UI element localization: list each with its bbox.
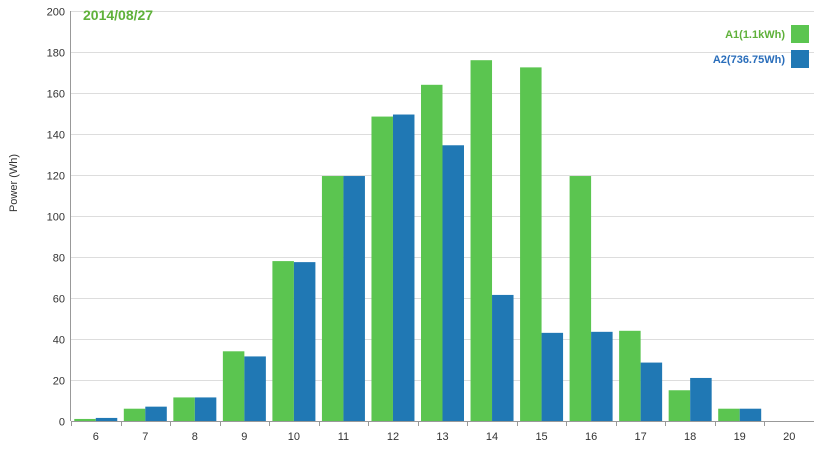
y-tick-label: 0 xyxy=(59,417,65,429)
bar-a2 xyxy=(442,145,464,421)
bar-a2 xyxy=(591,331,613,421)
y-tick-label: 160 xyxy=(47,89,65,101)
bar-a1 xyxy=(421,84,443,422)
bar-a1 xyxy=(520,67,542,421)
y-tick-label: 140 xyxy=(47,130,65,142)
legend-swatch xyxy=(791,25,809,43)
y-tick-labels: 0 20 40 60 80 100 120 140 160 180 200 xyxy=(47,7,65,429)
bar-a1 xyxy=(123,408,146,421)
y-tick-label: 80 xyxy=(53,253,65,265)
bar-a1 xyxy=(569,176,592,421)
x-tick-labels: 6 7 8 9 10 11 12 13 14 15 16 17 18 19 20 xyxy=(93,431,796,443)
x-tick-label: 19 xyxy=(734,431,746,443)
y-tick-label: 180 xyxy=(47,48,65,60)
bar-a2 xyxy=(739,408,762,421)
y-tick-label: 200 xyxy=(47,7,65,19)
bar-a1 xyxy=(668,390,691,421)
bar-a2 xyxy=(640,362,663,421)
bar-a2 xyxy=(95,417,118,421)
bar-a2 xyxy=(194,397,217,421)
bar-a2 xyxy=(392,114,415,422)
y-tick-label: 20 xyxy=(53,376,65,388)
chart-title: 2014/08/27 xyxy=(83,7,153,23)
bar-a2 xyxy=(244,356,266,421)
x-tick-label: 8 xyxy=(192,431,198,443)
bar-a1 xyxy=(74,418,96,421)
bar-a2 xyxy=(492,294,514,421)
x-tick-label: 15 xyxy=(535,431,547,443)
axes-group xyxy=(70,11,814,426)
x-tick-label: 10 xyxy=(288,431,300,443)
x-tick-label: 13 xyxy=(436,431,448,443)
bar-a1 xyxy=(718,408,740,421)
bars-group xyxy=(74,60,762,422)
bar-a2 xyxy=(690,377,712,421)
x-tick-label: 11 xyxy=(338,431,349,443)
bar-a2 xyxy=(145,406,167,421)
x-tick-label: 12 xyxy=(387,431,399,443)
bar-a1 xyxy=(173,397,195,421)
legend-label: A2(736.75Wh) xyxy=(713,54,785,66)
x-tick-label: 16 xyxy=(585,431,597,443)
bar-a1 xyxy=(371,116,393,421)
x-tick-label: 9 xyxy=(241,431,247,443)
bar-a2 xyxy=(293,262,316,421)
y-tick-label: 100 xyxy=(47,212,65,224)
x-tick-label: 7 xyxy=(142,431,148,443)
x-tick-label: 14 xyxy=(486,431,498,443)
bar-a1 xyxy=(272,261,294,421)
x-tick-label: 18 xyxy=(684,431,696,443)
y-tick-label: 120 xyxy=(47,171,65,183)
bar-a1 xyxy=(222,351,245,421)
bar-a2 xyxy=(541,332,564,421)
legend: A1(1.1kWh) A2(736.75Wh) xyxy=(713,25,809,68)
x-tick-label: 20 xyxy=(783,431,795,443)
bar-a1 xyxy=(321,176,344,421)
x-tick-label: 17 xyxy=(635,431,647,443)
x-tick-label: 6 xyxy=(93,431,99,443)
bar-a1 xyxy=(619,330,641,421)
y-axis-label: Power (Wh) xyxy=(8,154,20,212)
bar-a2 xyxy=(343,176,365,421)
y-tick-label: 40 xyxy=(53,335,65,347)
y-tick-label: 60 xyxy=(53,294,65,306)
bar-a1 xyxy=(470,60,493,421)
legend-swatch xyxy=(791,50,809,68)
legend-label: A1(1.1kWh) xyxy=(725,29,785,41)
